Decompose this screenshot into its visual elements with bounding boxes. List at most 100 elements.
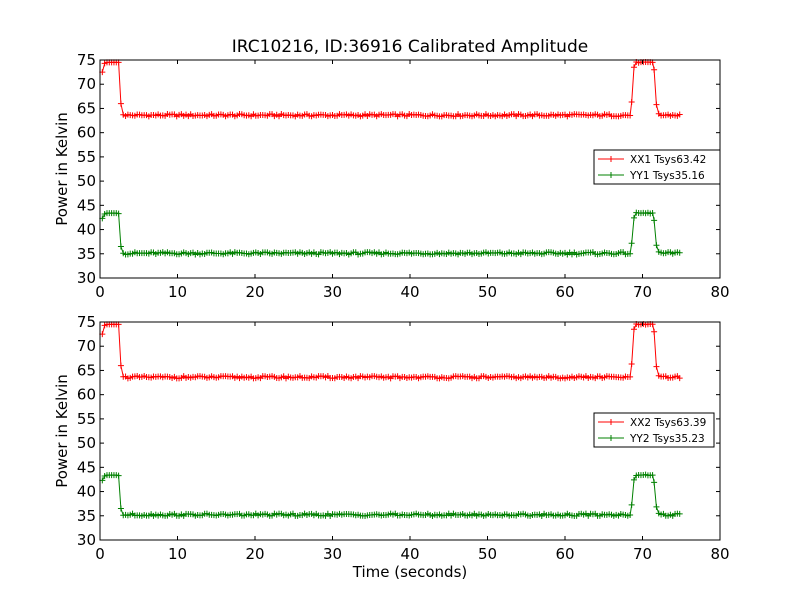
x-tick-label: 70 — [633, 545, 652, 563]
data-point — [676, 249, 683, 256]
series-1-1 — [99, 58, 683, 120]
y-tick-label: 50 — [77, 434, 96, 452]
plot-area-bottom — [99, 320, 683, 520]
subplot-bottom: 0 10 20 30 40 50 60 70 80 30 35 40 45 50 55 60 65 70 75 Po… — [53, 313, 730, 581]
y-tick-label: 30 — [77, 531, 96, 549]
x-tick-label: 50 — [478, 283, 497, 301]
legend-marker — [608, 419, 614, 425]
ticks-top: 0 10 20 30 40 50 60 70 80 30 35 40 45 50 55 60 65 70 75 — [77, 51, 730, 301]
data-point — [653, 101, 660, 108]
y-tick-label: 35 — [77, 507, 96, 525]
data-point — [630, 64, 637, 71]
legend-label: XX1 Tsys63.42 — [630, 154, 706, 166]
x-tick-label: 10 — [168, 545, 187, 563]
data-point — [627, 112, 634, 119]
data-point — [630, 326, 637, 333]
y-tick-label: 45 — [77, 196, 96, 214]
data-point — [628, 240, 635, 247]
data-point — [627, 373, 634, 380]
series-line — [101, 212, 680, 256]
data-point — [117, 100, 124, 107]
data-point — [651, 66, 658, 73]
data-point — [630, 476, 637, 483]
legend-item: YY1 Tsys35.16 — [598, 170, 705, 182]
data-point — [115, 210, 122, 217]
data-point — [117, 243, 124, 250]
y-tick-label: 60 — [77, 386, 96, 404]
x-tick-label: 20 — [245, 545, 264, 563]
y-tick-label: 45 — [77, 458, 96, 476]
y-tick-label: 75 — [77, 313, 96, 331]
legend-box — [593, 149, 721, 185]
x-tick-label: 40 — [400, 545, 419, 563]
data-point — [651, 328, 658, 335]
legend-box — [593, 412, 715, 448]
data-point — [676, 510, 683, 517]
subplot-top: 0 10 20 30 40 50 60 70 80 30 35 40 45 50 55 60 65 70 75 Po… — [53, 51, 730, 301]
x-tick-label: 60 — [555, 283, 574, 301]
y-tick-label: 70 — [77, 75, 96, 93]
x-tick-label: 30 — [323, 545, 342, 563]
y-tick-label: 40 — [77, 221, 96, 239]
y-tick-label: 50 — [77, 172, 96, 190]
x-tick-label: 80 — [710, 545, 729, 563]
series-line — [101, 61, 680, 118]
y-tick-label: 65 — [77, 99, 96, 117]
legend-label: XX2 Tsys63.39 — [630, 417, 706, 429]
x-tick-label: 0 — [95, 283, 105, 301]
series-2-1 — [99, 320, 683, 382]
legend-bottom: XX2 Tsys63.39 YY2 Tsys35.23 — [593, 412, 715, 448]
legend-item: XX2 Tsys63.39 — [598, 417, 706, 429]
data-point — [649, 210, 656, 217]
series-line — [101, 474, 680, 517]
data-point — [649, 472, 656, 479]
data-point — [117, 362, 124, 369]
legend-label: YY2 Tsys35.23 — [629, 433, 705, 445]
data-point — [628, 361, 635, 368]
y-tick-label: 35 — [77, 245, 96, 263]
y-tick-label: 75 — [77, 51, 96, 69]
legend-label: YY1 Tsys35.16 — [629, 170, 705, 182]
plot-area-top — [99, 58, 683, 258]
x-tick-label: 30 — [323, 283, 342, 301]
data-point — [676, 375, 683, 382]
y-axis-label-top: Power in Kelvin — [53, 112, 71, 226]
legend-marker — [608, 156, 614, 162]
ticks-bottom: 0 10 20 30 40 50 60 70 80 30 35 40 45 50 55 60 65 70 75 — [77, 313, 730, 563]
y-tick-label: 40 — [77, 483, 96, 501]
chart-title: IRC10216, ID:36916 Calibrated Amplitude — [232, 37, 588, 57]
x-tick-label: 20 — [245, 283, 264, 301]
y-tick-label: 55 — [77, 410, 96, 428]
data-point — [627, 512, 634, 519]
legend-item: YY2 Tsys35.23 — [598, 433, 705, 445]
x-tick-label: 80 — [710, 283, 729, 301]
y-tick-label: 70 — [77, 337, 96, 355]
data-point — [653, 363, 660, 370]
legend-top: XX1 Tsys63.42 YY1 Tsys35.16 — [593, 149, 721, 185]
x-axis-label-bottom: Time (seconds) — [352, 563, 468, 581]
y-tick-label: 30 — [77, 269, 96, 287]
data-point — [117, 505, 124, 512]
x-tick-label: 40 — [400, 283, 419, 301]
x-tick-label: 70 — [633, 283, 652, 301]
data-point — [651, 479, 658, 486]
legend-marker — [608, 435, 614, 441]
x-tick-label: 10 — [168, 283, 187, 301]
y-tick-label: 55 — [77, 148, 96, 166]
data-point — [115, 472, 122, 479]
data-point — [628, 99, 635, 106]
y-tick-label: 60 — [77, 124, 96, 142]
data-point — [627, 250, 634, 257]
legend-item: XX1 Tsys63.42 — [598, 154, 706, 166]
x-tick-label: 60 — [555, 545, 574, 563]
y-axis-label-bottom: Power in Kelvin — [53, 374, 71, 488]
x-tick-label: 50 — [478, 545, 497, 563]
data-point — [651, 217, 658, 224]
data-point — [676, 111, 683, 118]
series-1-2 — [99, 209, 683, 258]
data-point — [630, 214, 637, 221]
series-2-2 — [99, 471, 683, 520]
legend-marker — [608, 172, 614, 178]
data-point — [628, 501, 635, 508]
